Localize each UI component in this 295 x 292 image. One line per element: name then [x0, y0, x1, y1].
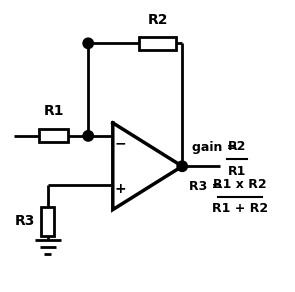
Text: R2: R2 — [228, 140, 246, 153]
Bar — [139, 37, 176, 50]
Text: R2: R2 — [148, 13, 168, 27]
Circle shape — [177, 161, 187, 171]
Bar — [41, 207, 54, 236]
Text: gain =: gain = — [192, 141, 238, 154]
Text: R1: R1 — [43, 104, 64, 118]
Text: R1: R1 — [228, 165, 246, 178]
Circle shape — [83, 131, 94, 141]
Circle shape — [83, 38, 94, 48]
Text: +: + — [114, 182, 126, 197]
Text: R1 + R2: R1 + R2 — [212, 202, 268, 215]
Text: R3: R3 — [15, 214, 35, 228]
Bar — [39, 129, 68, 142]
Text: R3 =: R3 = — [189, 180, 223, 193]
Text: R1 x R2: R1 x R2 — [213, 178, 267, 191]
Text: −: − — [114, 136, 126, 150]
